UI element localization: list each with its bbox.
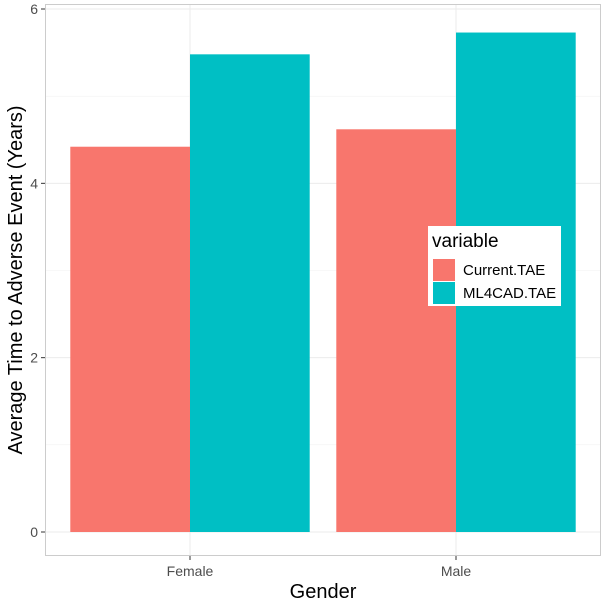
legend-key-current-tae (433, 259, 455, 281)
bar-female-current-tae (70, 146, 190, 532)
y-tick-label: 0 (30, 524, 38, 540)
y-axis-title: Average Time to Adverse Event (Years) (5, 105, 27, 454)
legend-label: ML4CAD.TAE (463, 285, 556, 302)
legend-label: Current.TAE (463, 262, 545, 279)
x-tick-label: Male (441, 563, 472, 579)
x-tick-label: Female (167, 563, 214, 579)
bars (70, 32, 576, 533)
y-axis: 0 2 4 6 (30, 1, 45, 540)
bar-male-current-tae (336, 129, 456, 533)
legend-key-ml4cad-tae (433, 282, 455, 304)
x-axis: Female Male (167, 556, 472, 579)
bar-female-ml4cad-tae (190, 54, 310, 533)
plot-panel-border (45, 4, 601, 556)
y-tick-label: 6 (30, 1, 38, 17)
legend-items: Current.TAE ML4CAD.TAE (433, 259, 556, 304)
y-tick-label: 4 (30, 175, 38, 191)
legend: variable Current.TAE ML4CAD.TAE (428, 226, 561, 306)
y-tick-label: 2 (30, 350, 38, 366)
legend-title: variable (432, 231, 499, 252)
x-axis-title: Gender (290, 581, 357, 603)
